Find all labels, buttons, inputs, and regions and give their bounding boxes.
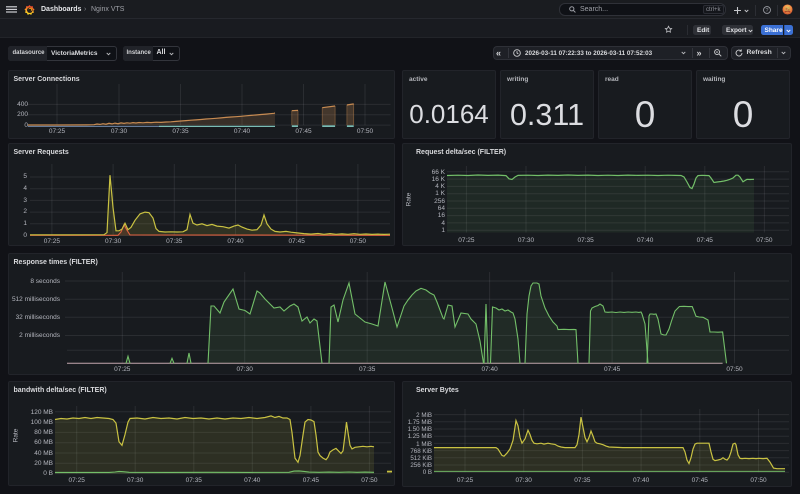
svg-text:?: ? [766, 7, 769, 13]
